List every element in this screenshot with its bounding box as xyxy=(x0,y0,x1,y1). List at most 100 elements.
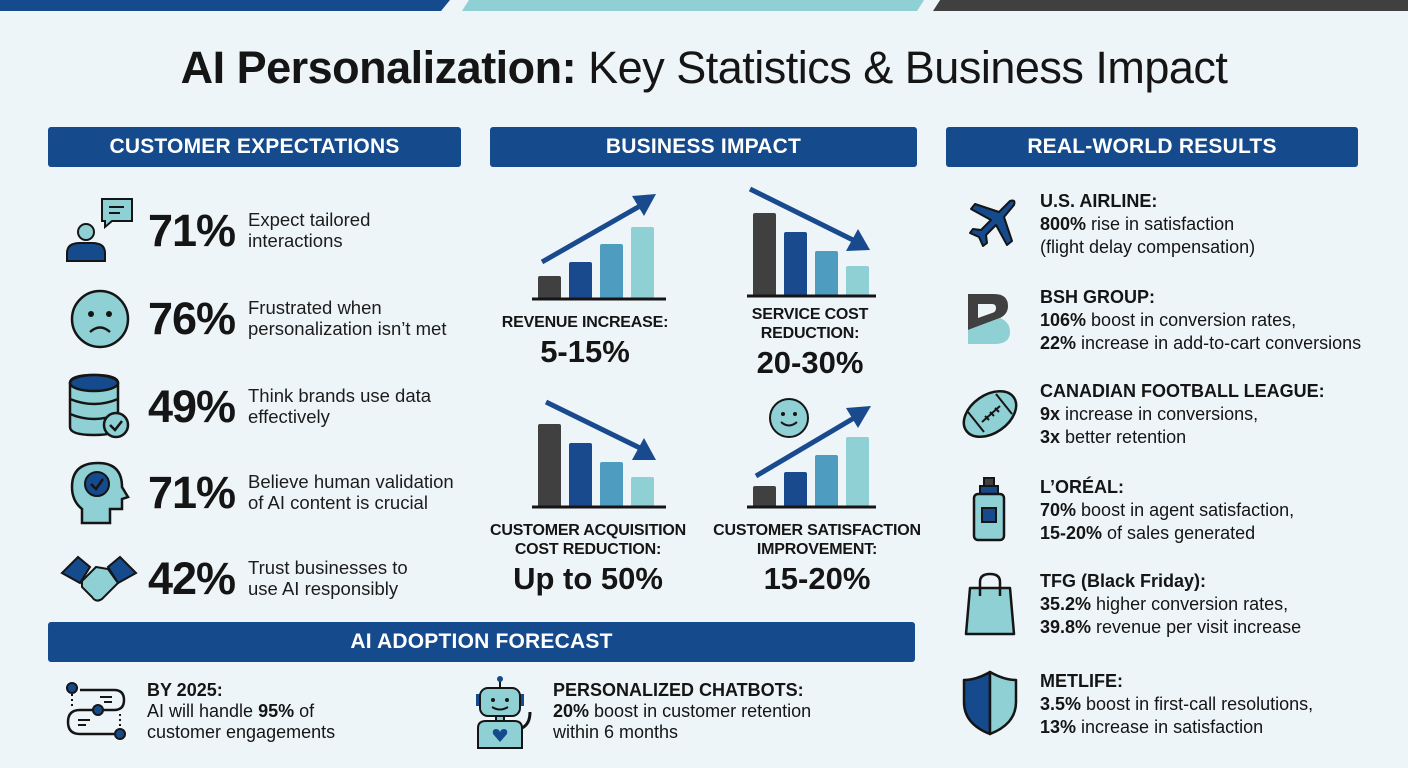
shield-icon xyxy=(962,670,1018,736)
result-desc: boost in first-call resolutions, xyxy=(1081,694,1314,714)
stat-desc-line: Expect tailored xyxy=(248,209,371,230)
result-desc: (flight delay compensation) xyxy=(1040,237,1256,257)
result-line: 22% increase in add-to-cart conversions xyxy=(1040,332,1361,355)
bar xyxy=(600,462,623,508)
section-header-label: AI ADOPTION FORECAST xyxy=(350,630,613,653)
forecast-desc: boost in customer retention xyxy=(589,701,812,721)
robot-icon xyxy=(476,676,532,749)
trend-arrow-head xyxy=(846,406,871,428)
football-icon xyxy=(962,389,1018,439)
head-check-icon xyxy=(70,461,130,525)
stat-description: Expect tailored interactions xyxy=(248,209,370,251)
impact-label-line: CUSTOMER ACQUISITION xyxy=(489,522,686,539)
title-bold: AI Personalization: xyxy=(180,42,577,93)
result-metric: 35.2% xyxy=(1040,594,1092,614)
stat-desc-line: use AI responsibly xyxy=(248,578,399,599)
result-metric: 106% xyxy=(1040,310,1087,330)
airplane-icon xyxy=(969,199,1016,247)
forecast-line: customer engagements xyxy=(147,722,336,742)
impact-label-line: CUSTOMER SATISFACTION xyxy=(713,522,921,539)
forecast-line: within 6 months xyxy=(553,722,679,742)
impact-label-line: SERVICE COST xyxy=(751,306,869,323)
result-metric: 15-20% xyxy=(1040,523,1103,543)
result-line: 800% rise in satisfaction xyxy=(1040,213,1255,236)
result-metric: 13% xyxy=(1040,717,1077,737)
result-metric: 9x xyxy=(1040,404,1061,424)
page-title: AI Personalization: Key Statistics & Bus… xyxy=(0,42,1408,94)
impact-label-line: REVENUE INCREASE: xyxy=(501,314,669,331)
bar xyxy=(753,486,776,508)
trend-arrow-head xyxy=(846,229,870,251)
result-metric: 3x xyxy=(1040,427,1061,447)
impact-label: SERVICE COST REDUCTION: xyxy=(705,305,915,343)
impact-value: 15-20% xyxy=(763,561,871,596)
forecast-desc: AI will handle xyxy=(147,701,259,721)
impact-value: 5-15% xyxy=(540,334,630,369)
forecast-metric: 95% xyxy=(258,701,295,721)
bar-chart-down-icon xyxy=(532,399,666,509)
stat-desc-line: effectively xyxy=(248,406,330,427)
bar xyxy=(815,455,838,508)
forecast-line: AI will handle 95% of xyxy=(147,701,335,722)
section-header-business-impact: BUSINESS IMPACT xyxy=(490,127,917,167)
result-metric: 70% xyxy=(1040,500,1077,520)
stat-row: 49% Think brands use data effectively xyxy=(60,371,460,441)
trend-arrow xyxy=(748,186,855,243)
result-line: 70% boost in agent satisfaction, xyxy=(1040,499,1294,522)
title-rest: Key Statistics & Business Impact xyxy=(588,42,1228,93)
result-line: 15-20% of sales generated xyxy=(1040,522,1294,545)
result-line: 9x increase in conversions, xyxy=(1040,403,1325,426)
stat-desc-line: Frustrated when xyxy=(248,297,382,318)
impact-label-line: REDUCTION: xyxy=(760,325,860,342)
forecast-heading: PERSONALIZED CHATBOTS: xyxy=(553,680,804,700)
bar xyxy=(846,437,869,508)
impact-label: REVENUE INCREASE: xyxy=(485,313,685,332)
bar-chart-down-icon xyxy=(747,186,876,298)
stat-description: Trust businesses to use AI responsibly xyxy=(248,557,408,599)
result-company: CANADIAN FOOTBALL LEAGUE: xyxy=(1040,381,1325,401)
forecast-item: PERSONALIZED CHATBOTS: 20% boost in cust… xyxy=(470,676,910,750)
forecast-text: BY 2025: AI will handle 95% of customer … xyxy=(147,680,335,743)
stat-row: 42% Trust businesses to use AI responsibl… xyxy=(60,543,460,613)
stat-desc-line: Trust businesses to xyxy=(248,557,408,578)
bar xyxy=(846,266,869,297)
bar-chart-up-icon xyxy=(532,194,666,301)
stat-description: Think brands use data effectively xyxy=(248,385,431,427)
impact-label: CUSTOMER SATISFACTION IMPROVEMENT: xyxy=(702,521,932,559)
section-header-ai-adoption-forecast: AI ADOPTION FORECAST xyxy=(48,622,915,662)
impact-value: 20-30% xyxy=(756,345,864,380)
trend-arrow-head xyxy=(632,194,656,216)
stat-desc-line: Believe human validation xyxy=(248,471,454,492)
top-bar-teal xyxy=(462,0,924,11)
trend-arrow xyxy=(540,203,642,265)
bar-chart-up-smile-icon xyxy=(747,398,876,509)
stat-desc-line: interactions xyxy=(248,230,343,251)
result-desc: increase in add-to-cart conversions xyxy=(1076,333,1362,353)
result-line: 39.8% revenue per visit increase xyxy=(1040,616,1301,639)
result-line: (flight delay compensation) xyxy=(1040,236,1255,259)
forecast-text: PERSONALIZED CHATBOTS: 20% boost in cust… xyxy=(553,680,811,743)
trend-arrow xyxy=(544,399,642,451)
result-desc: better retention xyxy=(1060,427,1187,447)
forecast-desc: of xyxy=(294,701,315,721)
stat-desc-line: of AI content is crucial xyxy=(248,492,428,513)
section-header-customer-expectations: CUSTOMER EXPECTATIONS xyxy=(48,127,461,167)
result-text: METLIFE: 3.5% boost in first-call resolu… xyxy=(1040,670,1313,739)
result-line: 3.5% boost in first-call resolutions, xyxy=(1040,693,1313,716)
impact-label-line: COST REDUCTION: xyxy=(514,541,662,558)
result-desc: revenue per visit increase xyxy=(1091,617,1302,637)
result-desc: boost in conversion rates, xyxy=(1086,310,1297,330)
result-line: 35.2% higher conversion rates, xyxy=(1040,593,1301,616)
shopping-bag-icon xyxy=(964,572,1016,636)
stat-description: Believe human validation of AI content is… xyxy=(248,471,454,513)
result-text: CANADIAN FOOTBALL LEAGUE: 9x increase in… xyxy=(1040,380,1325,449)
forecast-line: 20% boost in customer retention xyxy=(553,701,811,722)
stat-value: 71% xyxy=(148,467,236,518)
stat-value: 71% xyxy=(148,205,236,256)
forecast-heading: BY 2025: xyxy=(147,680,223,700)
timeline-icon xyxy=(66,682,126,740)
stat-value: 76% xyxy=(148,293,236,344)
bar xyxy=(538,424,561,508)
bar xyxy=(569,262,592,299)
stat-row: 71% Believe human validation of AI conten… xyxy=(60,457,460,527)
